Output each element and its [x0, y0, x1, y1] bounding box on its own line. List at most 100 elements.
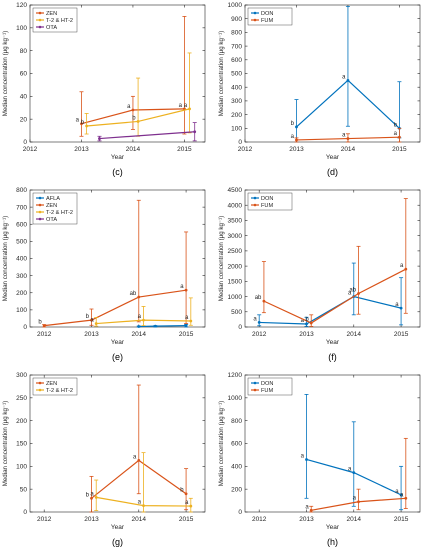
panel-label: (g) [112, 537, 123, 547]
x-tick-label: 2015 [177, 146, 192, 153]
x-tick-label: 2013 [84, 331, 99, 338]
legend-swatch-marker [38, 203, 42, 207]
significance-label: a [400, 492, 404, 498]
series-ota [97, 122, 197, 142]
data-point [85, 124, 89, 128]
y-axis-label: Median concentration (μg kg⁻¹) [218, 401, 225, 487]
data-point [184, 492, 188, 496]
x-axis-label: Year [326, 154, 340, 161]
x-tick-label: 2015 [179, 516, 194, 523]
y-tick-label: 600 [231, 441, 242, 448]
y-tick-label: 1200 [228, 372, 243, 379]
significance-label: b [38, 320, 42, 326]
significance-label: a [185, 315, 189, 321]
data-point [305, 458, 308, 461]
y-tick-label: 500 [16, 239, 27, 246]
x-tick-label: 2012 [252, 516, 267, 523]
y-tick-label: 500 [231, 309, 242, 316]
legend-swatch-marker [38, 381, 42, 385]
data-point [131, 108, 135, 112]
legend-swatch-marker [38, 217, 42, 221]
significance-label: b [291, 121, 295, 127]
x-axis-label: Year [326, 339, 340, 346]
x-tick-label: 2013 [74, 146, 89, 153]
x-axis-label: Year [111, 339, 125, 346]
data-point [189, 319, 193, 323]
y-tick-label: 500 [231, 71, 242, 78]
x-tick-label: 2013 [299, 516, 314, 523]
significance-label: b [132, 115, 136, 121]
data-point [90, 318, 93, 322]
significance-label: a [127, 104, 131, 110]
y-tick-label: 100 [231, 126, 242, 133]
series-don: aaa [301, 394, 404, 511]
panel-label: (h) [327, 537, 338, 547]
significance-label: a [301, 453, 305, 459]
legend-swatch-marker [253, 196, 257, 200]
y-tick-label: 200 [231, 486, 242, 493]
y-tick-label: 3000 [228, 233, 243, 240]
series-line [138, 325, 187, 328]
legend-swatch-marker [253, 11, 257, 15]
significance-label: a [348, 291, 352, 297]
y-tick-label: 100 [16, 464, 27, 471]
data-point [352, 471, 356, 475]
significance-label: a [305, 504, 309, 510]
significance-label: b [86, 314, 90, 320]
legend-label: ZEN [46, 11, 57, 17]
significance-label: a [179, 103, 183, 109]
significance-label: a [400, 263, 404, 269]
legend-swatch-marker [38, 196, 42, 200]
significance-label: a [353, 496, 357, 502]
legend-swatch-marker [38, 25, 42, 29]
y-tick-label: 20 [20, 116, 28, 123]
data-point [98, 137, 101, 140]
legend-label: ZEN [46, 381, 57, 387]
significance-label: a [253, 316, 257, 322]
data-point [357, 500, 360, 504]
y-tick-label: 1000 [228, 2, 243, 9]
significance-label: a [184, 103, 188, 109]
y-tick-label: 0 [238, 324, 242, 331]
plot-area [244, 189, 421, 328]
series-line [99, 131, 195, 140]
y-tick-label: 50 [20, 486, 28, 493]
data-point [357, 292, 360, 295]
significance-label: a [342, 74, 346, 80]
data-point [257, 321, 261, 324]
legend-label: T-2 & HT-2 [46, 18, 73, 24]
legend-label: FUM [261, 18, 273, 24]
series-line [259, 295, 402, 325]
y-tick-label: 150 [16, 441, 27, 448]
data-point [399, 306, 403, 310]
y-tick-label: 600 [231, 57, 242, 64]
series-zen: bab [86, 384, 189, 513]
series-fum: aaa [305, 437, 408, 513]
y-tick-label: 300 [231, 98, 242, 105]
series-don: bab [291, 5, 402, 143]
data-point [142, 318, 145, 322]
x-tick-label: 2013 [289, 146, 304, 153]
y-tick-label: 2000 [228, 263, 243, 270]
significance-label: b [180, 488, 184, 494]
data-point [309, 321, 313, 325]
x-tick-label: 2012 [37, 516, 52, 523]
legend-label: FUM [261, 203, 273, 209]
significance-label: a [394, 131, 398, 137]
y-axis-label: Median concentration (μg kg⁻¹) [2, 216, 9, 302]
series-line [263, 268, 407, 324]
legend-box [247, 192, 293, 211]
y-tick-label: 700 [16, 204, 27, 211]
significance-label: a [395, 489, 399, 495]
y-tick-label: 80 [20, 48, 28, 55]
legend-swatch-marker [38, 210, 42, 214]
y-tick-label: 0 [23, 509, 27, 516]
data-point [80, 122, 83, 126]
legend-label: DON [261, 196, 273, 202]
x-tick-label: 2015 [394, 516, 409, 523]
y-axis-label: Median concentration (μg kg⁻¹) [218, 216, 225, 302]
